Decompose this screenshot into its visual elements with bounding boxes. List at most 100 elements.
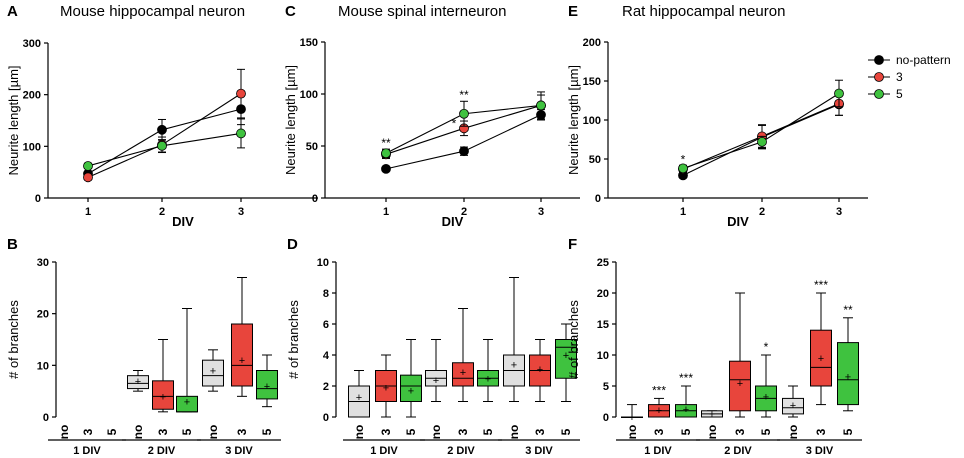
- panel-c-xlabel: DIV: [442, 214, 464, 229]
- panel-c-y-tick-label: 0: [312, 193, 318, 205]
- panel-c-data-point: [381, 148, 391, 159]
- panel-a-data-point: [83, 161, 93, 171]
- panel-b-box: [152, 380, 174, 410]
- panel-d-mean-mark: +: [356, 392, 362, 404]
- panel-b-mean-mark: +: [135, 376, 141, 388]
- panel-e-xlabel: DIV: [727, 214, 749, 229]
- panel-c-title: Mouse spinal interneuron: [338, 3, 506, 20]
- panel-c-data-point: [536, 100, 546, 111]
- panel-a-y-tick-label: 200: [23, 90, 41, 102]
- panel-f-x-label: 3: [652, 428, 666, 435]
- panel-a-data-point: [83, 172, 93, 183]
- panel-e-x-tick-label: 1: [680, 206, 686, 218]
- panel-d-x-label: 5: [404, 428, 418, 435]
- panel-b-x-label: no: [206, 425, 220, 440]
- panel-d-y-tick-label: 10: [317, 257, 329, 269]
- panel-f-letter: F: [568, 236, 577, 253]
- panel-f-box: [729, 360, 751, 412]
- panel-a-x-tick-label: 3: [238, 206, 244, 218]
- panel-a-x-tick-label: 1: [85, 206, 91, 218]
- panel-f-box: [782, 397, 804, 415]
- panel-b-mean-mark: +: [239, 355, 245, 367]
- panel-c-significance-mark: **: [381, 136, 391, 150]
- panel-f-x-label: 3: [733, 428, 747, 435]
- panel-d-x-label: 5: [559, 428, 573, 435]
- legend-label: no-pattern: [896, 53, 951, 67]
- panel-f-x-label: no: [786, 425, 800, 440]
- panel-b-x-label: 3: [156, 428, 170, 435]
- panel-d-mean-mark: +: [460, 367, 466, 379]
- panel-c-data-point: [381, 163, 391, 174]
- panel-b-mean-mark: +: [184, 397, 190, 409]
- panel-d-group-label: 2 DIV: [447, 445, 475, 457]
- panel-d-group-label: 3 DIV: [525, 445, 553, 457]
- panel-c-x-tick-label: 3: [538, 206, 544, 218]
- panel-f-x-label: 3: [814, 428, 828, 435]
- panel-c-significance-mark: *: [452, 116, 457, 130]
- panel-f-mean-mark: +: [683, 404, 689, 416]
- panel-d-x-label: 5: [481, 428, 495, 435]
- panel-e-y-tick-label: 50: [589, 154, 601, 166]
- panel-d-box: [400, 374, 422, 402]
- panel-a-y-tick-label: 100: [23, 141, 41, 153]
- panel-f-mean-mark: +: [737, 378, 743, 390]
- panel-f-x-label: 5: [841, 428, 855, 435]
- panel-c-x-tick-label: 2: [461, 206, 467, 218]
- panel-b-x-label: 3: [235, 428, 249, 435]
- panel-a-data-point: [157, 124, 167, 135]
- panel-b-mean-mark: +: [210, 366, 216, 378]
- panel-b-x-label: no: [57, 425, 71, 440]
- panel-f-mean-mark: +: [818, 353, 824, 365]
- panel-f-x-label: no: [625, 425, 639, 440]
- panel-c-y-tick-label: 50: [306, 141, 318, 153]
- panel-b-mean-mark: +: [160, 391, 166, 403]
- panel-b-box: [202, 359, 224, 387]
- panel-f-group-label: 2 DIV: [724, 445, 752, 457]
- panel-c-y-tick-label: 100: [300, 89, 318, 101]
- panel-c-data-point: [459, 146, 469, 157]
- panel-d-mean-mark: +: [537, 364, 543, 376]
- panel-a-letter: A: [7, 3, 18, 20]
- panel-b-y-tick-label: 30: [37, 257, 49, 269]
- panel-a-data-point: [157, 140, 167, 151]
- panel-a-ylabel: Neurite length [µm]: [6, 65, 21, 175]
- panel-e-letter: E: [568, 3, 578, 20]
- panel-b-box: [231, 323, 253, 387]
- panel-e-x-tick-label: 3: [836, 206, 842, 218]
- panel-b-y-tick-label: 0: [43, 412, 49, 424]
- panel-f-x-label: no: [705, 425, 719, 440]
- panel-f-significance-mark: *: [764, 340, 769, 354]
- panel-f-ylabel: # of branches: [566, 300, 581, 379]
- panel-f-box: [810, 329, 832, 387]
- panel-f-y-tick-label: 10: [597, 350, 609, 362]
- panel-e-ylabel: Neurite length [µm]: [566, 65, 581, 175]
- panel-f-mean-mark: +: [709, 408, 715, 420]
- panel-b-y-tick-label: 20: [37, 309, 49, 321]
- panel-b-x-label: 5: [105, 428, 119, 435]
- panel-e-significance-mark: *: [681, 153, 686, 167]
- panel-f-mean-mark: +: [763, 392, 769, 404]
- panel-f-significance-mark: **: [843, 303, 853, 317]
- panel-d-mean-mark: +: [511, 359, 517, 371]
- panel-d-y-tick-label: 8: [323, 288, 329, 300]
- panel-d-box: [555, 339, 577, 379]
- panel-e-data-point: [834, 88, 844, 99]
- panel-f-y-tick-label: 25: [597, 257, 609, 269]
- panel-e-y-tick-label: 200: [583, 37, 601, 49]
- panel-d-x-label: no: [352, 425, 366, 440]
- panel-b-letter: B: [7, 236, 18, 253]
- panel-b-mean-mark: +: [264, 381, 270, 393]
- panel-f-group-label: 1 DIV: [644, 445, 672, 457]
- panel-d-x-label: no: [429, 425, 443, 440]
- panel-b-x-label: 3: [81, 428, 95, 435]
- panel-d-ylabel: # of branches: [286, 300, 301, 379]
- panel-b-y-tick-label: 10: [37, 360, 49, 372]
- panel-b-x-label: 5: [180, 428, 194, 435]
- panel-c-letter: C: [285, 3, 296, 20]
- panel-e-data-point: [678, 163, 688, 174]
- panel-d-group-label: 1 DIV: [370, 445, 398, 457]
- panel-a-y-tick-label: 300: [23, 38, 41, 50]
- panel-b-box: [256, 370, 278, 400]
- panel-f-mean-mark: +: [790, 400, 796, 412]
